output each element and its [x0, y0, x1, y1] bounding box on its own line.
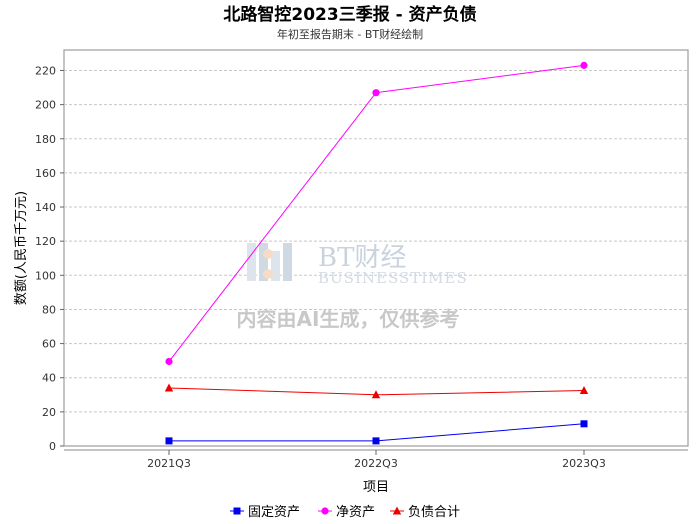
- watermark-logo-icon: [247, 243, 292, 281]
- legend-label-fixed-assets: 固定资产: [248, 505, 300, 520]
- data-point-net-assets-2021Q3: [165, 357, 173, 366]
- data-point-total-liabilities-2023Q3: [579, 386, 589, 395]
- y-tick-label-180: 180: [35, 133, 56, 146]
- x-tick-label-2023Q3: 2023Q3: [562, 457, 606, 470]
- watermark: BT财经 BUSINESSTIMES 内容由AI生成，仅供参考: [237, 243, 468, 331]
- watermark-brand-en: BUSINESSTIMES: [318, 269, 468, 287]
- data-point-fixed-assets-2021Q3: [165, 437, 173, 445]
- y-tick-label-100: 100: [35, 269, 56, 282]
- y-tick-label-0: 0: [49, 440, 56, 453]
- legend-marker-net-assets: [321, 507, 329, 515]
- y-tick-label-160: 160: [35, 167, 56, 180]
- legend-item-fixed-assets: 固定资产: [230, 505, 300, 520]
- y-tick-label-40: 40: [42, 372, 56, 385]
- legend-marker-fixed-assets: [233, 507, 241, 515]
- y-tick-label-140: 140: [35, 201, 56, 214]
- series-total-liabilities: [164, 383, 589, 399]
- legend-marker-total-liabilities: [392, 506, 402, 515]
- legend: 固定资产 净资产 负债合计: [230, 505, 460, 520]
- y-tick-label-200: 200: [35, 99, 56, 112]
- y-axis-ticks: 0 20 40 60 80 100 120 140 160 180 200 220: [35, 64, 64, 453]
- chart-title: 北路智控2023三季报 - 资产负债: [223, 4, 476, 25]
- x-tick-label-2021Q3: 2021Q3: [147, 457, 191, 470]
- y-tick-label-80: 80: [42, 303, 56, 316]
- watermark-brand: BT财经: [318, 243, 406, 273]
- chart-subtitle: 年初至报告期末 - BT财经绘制: [277, 27, 423, 41]
- y-tick-label-60: 60: [42, 338, 56, 351]
- data-point-net-assets-2023Q3: [580, 61, 588, 69]
- y-axis-label: 数额(人民币千万元): [14, 191, 29, 305]
- watermark-note: 内容由AI生成，仅供参考: [237, 307, 460, 331]
- plot-area: [63, 49, 689, 447]
- x-tick-label-2022Q3: 2022Q3: [354, 457, 398, 470]
- legend-label-total-liabilities: 负债合计: [408, 505, 460, 520]
- legend-item-net-assets: 净资产: [318, 505, 375, 520]
- y-tick-label-220: 220: [35, 64, 56, 77]
- series-fixed-assets: [165, 420, 588, 445]
- x-axis-label: 项目: [363, 480, 389, 495]
- grid-lines: [64, 69, 688, 413]
- data-point-fixed-assets-2023Q3: [580, 420, 588, 428]
- legend-label-net-assets: 净资产: [336, 505, 375, 520]
- data-point-net-assets-2022Q3: [372, 89, 380, 97]
- data-point-total-liabilities-2022Q3: [371, 390, 381, 399]
- y-tick-label-20: 20: [42, 406, 56, 419]
- y-tick-label-120: 120: [35, 235, 56, 248]
- series-net-assets: [165, 61, 588, 366]
- data-point-total-liabilities-2021Q3: [164, 383, 174, 392]
- legend-item-total-liabilities: 负债合计: [390, 505, 460, 520]
- x-axis-ticks: 2021Q3 2022Q3 2023Q3: [64, 449, 688, 470]
- data-point-fixed-assets-2022Q3: [372, 437, 380, 445]
- series-group: [164, 61, 589, 445]
